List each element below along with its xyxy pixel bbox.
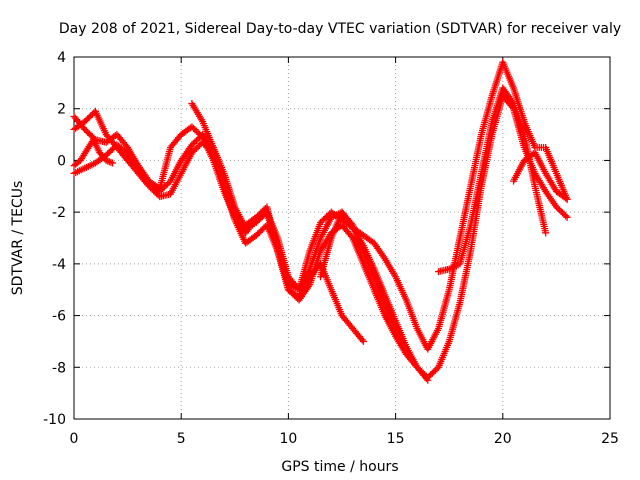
y-tick-label: -8 [52, 360, 66, 376]
data-point [562, 194, 570, 202]
x-tick-label: 0 [70, 431, 79, 447]
x-axis-label: GPS time / hours [281, 459, 398, 475]
data-point [563, 195, 571, 203]
series-sat-g [510, 149, 571, 203]
plot-frame [73, 56, 611, 420]
chart-title: Day 208 of 2021, Sidereal Day-to-day VTE… [59, 21, 621, 37]
y-tick-label: -4 [52, 257, 66, 273]
x-tick-label: 25 [601, 431, 619, 447]
y-tick-label: -10 [43, 412, 66, 428]
x-tick-label: 5 [177, 431, 186, 447]
data-point [347, 219, 355, 227]
data-point [358, 336, 366, 344]
y-tick-label: 2 [57, 102, 66, 118]
series-sat-h [70, 136, 117, 170]
y-axis-ticks: -10 -8 -6 -4 -2 0 2 4 [43, 50, 610, 428]
grid-lines [74, 57, 610, 419]
x-tick-label: 15 [387, 431, 405, 447]
y-tick-label: -2 [52, 205, 66, 221]
data-point [359, 337, 367, 345]
y-tick-label: -6 [52, 309, 66, 325]
y-tick-label: 0 [57, 153, 66, 169]
data-point [563, 213, 571, 221]
y-tick-label: 4 [57, 50, 66, 66]
data-point [347, 232, 355, 240]
series-sat-f [434, 84, 550, 276]
x-tick-label: 10 [279, 431, 297, 447]
data-points [70, 58, 571, 384]
data-point [109, 159, 117, 167]
y-axis-label: SDTVAR / TECUs [10, 181, 26, 296]
x-tick-label: 20 [494, 431, 512, 447]
series-sat-c [70, 131, 421, 371]
data-point [562, 212, 570, 220]
data-point [542, 229, 550, 237]
x-axis-ticks: 0 5 10 15 20 25 [70, 57, 619, 447]
